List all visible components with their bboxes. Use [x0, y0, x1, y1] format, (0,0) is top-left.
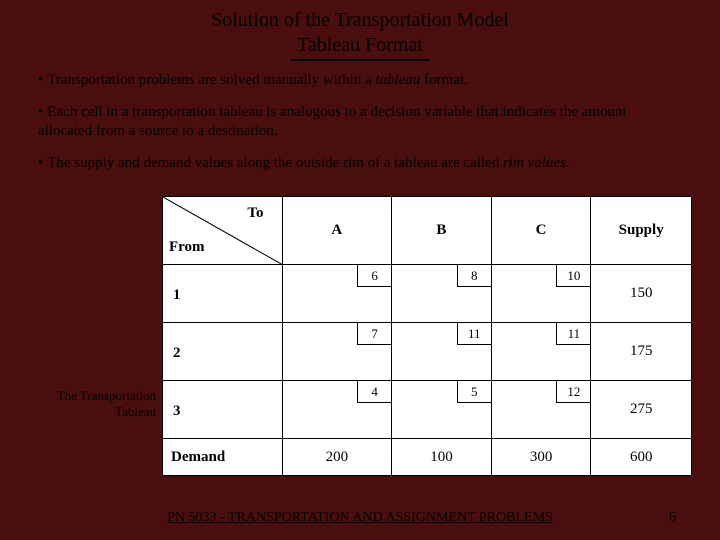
cell-2a: 7: [283, 323, 393, 380]
table-header-row: To From A B C Supply: [163, 197, 691, 265]
bullet-3-suffix: .: [566, 155, 570, 171]
bullet-1: •Transportation problems are solved manu…: [38, 71, 680, 91]
cost-1a: 6: [357, 265, 391, 287]
supply-2: 175: [591, 323, 691, 380]
cost-1c: 10: [556, 265, 590, 287]
title-line2: Tableau Format: [291, 33, 429, 61]
col-header-supply: Supply: [591, 197, 691, 264]
from-to-cell: To From: [163, 197, 283, 264]
cell-2c: 11: [492, 323, 592, 380]
table-row: 3 4 5 12 275: [163, 381, 691, 439]
bullet-2-text: Each cell in a transportation tableau is…: [38, 104, 627, 140]
cell-1c: 10: [492, 265, 592, 322]
cell-2b: 11: [392, 323, 492, 380]
table-row: 1 6 8 10 150: [163, 265, 691, 323]
title-line1: Solution of the Transportation Model: [0, 8, 720, 33]
cost-2c: 11: [556, 323, 590, 345]
demand-label: Demand: [163, 439, 283, 475]
footer-text: PN 5033 - TRANSPORTATION AND ASSIGNMENT …: [0, 510, 720, 526]
cell-3c: 12: [492, 381, 592, 438]
table-row: 2 7 11 11 175: [163, 323, 691, 381]
row-2-label: 2: [173, 345, 181, 362]
cost-1b: 8: [457, 265, 491, 287]
cost-3c: 12: [556, 381, 590, 403]
bullet-1-italic: tableau: [375, 72, 420, 88]
row-3-label: 3: [173, 403, 181, 420]
col-header-a: A: [283, 197, 393, 264]
cell-3a: 4: [283, 381, 393, 438]
cell-3b: 5: [392, 381, 492, 438]
bullet-list: •Transportation problems are solved manu…: [0, 61, 720, 173]
cost-3b: 5: [457, 381, 491, 403]
table-caption: The Transportation Tableau: [38, 388, 156, 419]
cell-1b: 8: [392, 265, 492, 322]
row-label-cell: 2: [163, 323, 283, 380]
bullet-1-suffix: format.: [420, 72, 467, 88]
demand-total: 600: [591, 439, 691, 475]
cost-3a: 4: [357, 381, 391, 403]
row-label-cell: 3: [163, 381, 283, 438]
demand-row: Demand 200 100 300 600: [163, 439, 691, 475]
to-label: To: [247, 205, 263, 222]
bullet-1-text: Transportation problems are solved manua…: [47, 72, 375, 88]
supply-1: 150: [591, 265, 691, 322]
transportation-tableau: To From A B C Supply 1 6 8 10 150 2 7 11…: [162, 196, 692, 476]
cost-2b: 11: [457, 323, 491, 345]
row-label-cell: 1: [163, 265, 283, 322]
col-header-c: C: [492, 197, 592, 264]
demand-c: 300: [492, 439, 592, 475]
cell-1a: 6: [283, 265, 393, 322]
bullet-3: •The supply and demand values along the …: [38, 154, 680, 174]
bullet-3-text: The supply and demand values along the o…: [47, 155, 503, 171]
from-label: From: [169, 239, 205, 256]
cost-2a: 7: [357, 323, 391, 345]
title-block: Solution of the Transportation Model Tab…: [0, 0, 720, 61]
bullet-2: •Each cell in a transportation tableau i…: [38, 103, 680, 142]
demand-b: 100: [392, 439, 492, 475]
supply-3: 275: [591, 381, 691, 438]
bullet-3-italic: rim values: [503, 155, 566, 171]
page-number: 6: [669, 510, 676, 526]
row-1-label: 1: [173, 287, 181, 304]
demand-a: 200: [283, 439, 393, 475]
col-header-b: B: [392, 197, 492, 264]
